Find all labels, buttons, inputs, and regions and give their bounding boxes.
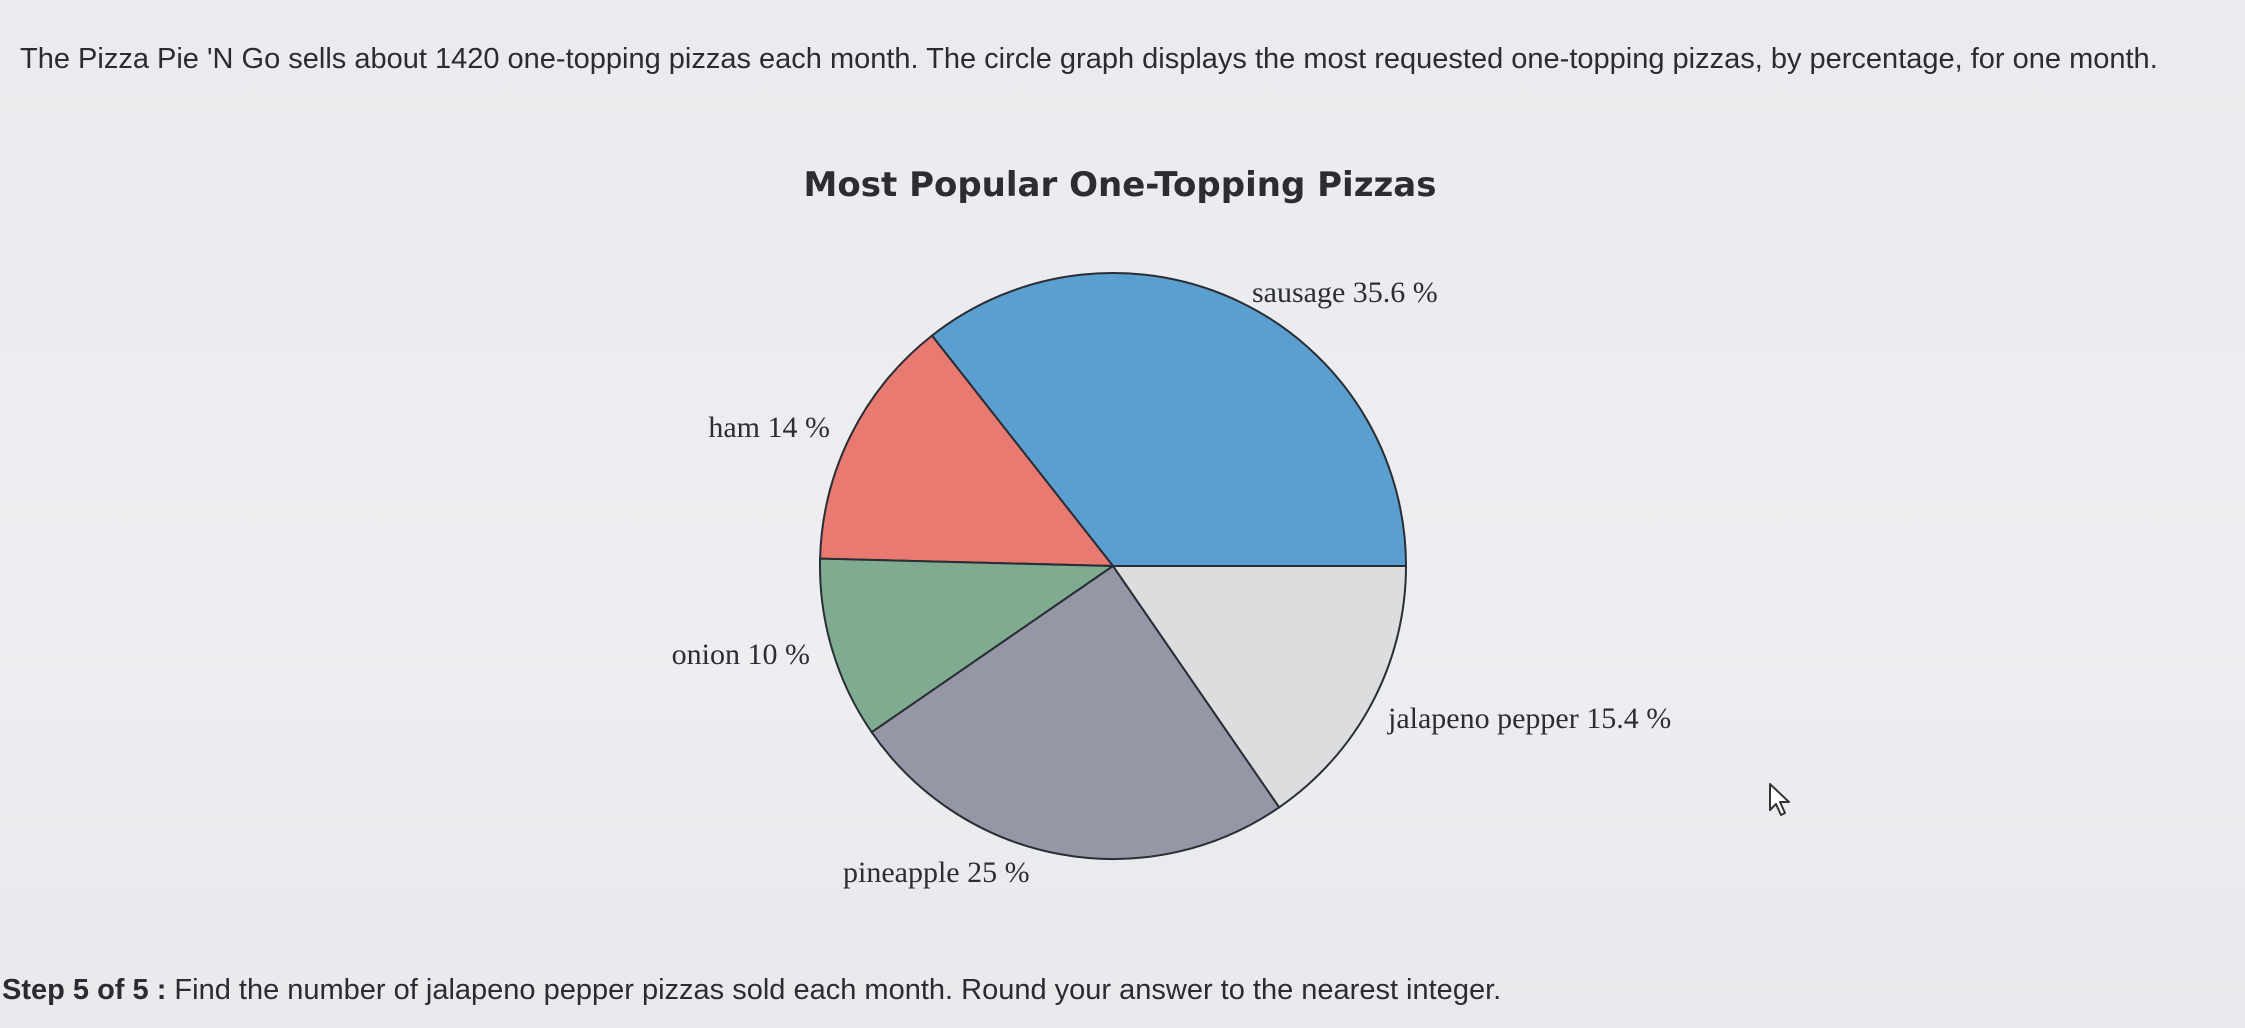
pie-label-jalapeno-pepper: jalapeno pepper 15.4 % [1387,702,1671,735]
pie-label-sausage: sausage 35.6 % [1252,276,1438,309]
pie-label-pineapple: pineapple 25 % [843,856,1030,889]
mouse-pointer-icon [1769,783,1790,816]
pie-label-onion: onion 10 % [672,638,810,671]
pie-slice-onion [819,557,1117,734]
problem-statement: The Pizza Pie 'N Go sells about 1420 one… [20,43,2158,75]
pie-labels: sausage 35.6 % ham 14 % onion 10 % pineappl… [672,276,1672,889]
step-label: Step 5 of 5 : [2,974,167,1006]
pie-label-ham: ham 14 % [708,411,830,444]
pie-slice-ham [819,334,1116,568]
pie-slice-pineapple [870,564,1281,860]
chart-title: Most Popular One-Topping Pizzas [804,165,1437,205]
step-question: Find the number of jalapeno pepper pizza… [174,974,1502,1006]
step-prompt: Step 5 of 5 : Find the number of jalapen… [2,974,1501,1007]
pie-slice-jalapeno-pepper [1111,565,1408,809]
pie-slices [819,272,1408,860]
pie-slice-sausage [930,272,1408,567]
